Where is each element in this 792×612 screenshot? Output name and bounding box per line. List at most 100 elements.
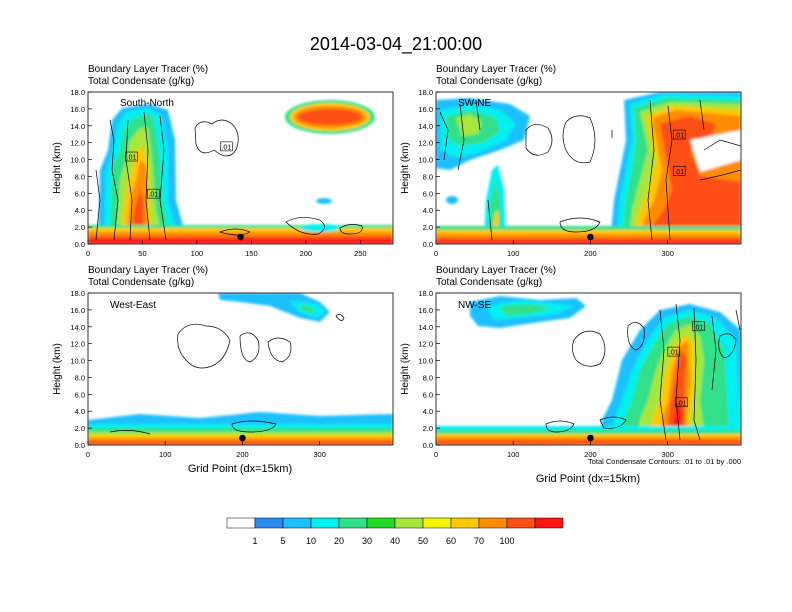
y-tick-label: 18.0 <box>70 88 85 97</box>
x-tick-label: 150 <box>245 249 258 258</box>
contour-label-box <box>147 188 160 199</box>
y-ticks: 0.0 2.0 4.0 6.0 8.0 10.0 12.0 14.0 16.0 18.0 <box>418 88 440 249</box>
contour-labels: .01 .01 .01 <box>125 141 233 199</box>
y-tick-label: 6.0 <box>75 390 85 399</box>
y-ticks: 0.0 2.0 4.0 6.0 8.0 10.0 12.0 14.0 16.0 18.0 <box>70 88 92 249</box>
y-tick-label: 0.0 <box>75 441 85 450</box>
x-ticks: 0 100 200 300 <box>86 441 326 459</box>
panel-label: SW-NE <box>458 98 491 109</box>
y-tick-label: 12.0 <box>418 139 433 148</box>
y-axis-label: Height (km) <box>52 142 63 194</box>
plot-frame <box>87 292 394 446</box>
figure-title: 2014-03-04_21:00:00 <box>310 34 482 55</box>
colorbar-label: 30 <box>362 536 372 546</box>
panel-title-line2: Total Condensate (g/kg) <box>88 76 194 87</box>
y-tick-label: 18.0 <box>418 88 433 97</box>
x-ticks: 0 50 100 150 200 250 <box>86 240 367 258</box>
x-axis-label: Grid Point (dx=15km) <box>188 463 292 475</box>
colorbar-swatch <box>422 517 452 529</box>
colorbar-swatch <box>310 517 340 529</box>
heatmap-field <box>436 92 741 244</box>
y-tick-label: 4.0 <box>75 407 85 416</box>
x-tick-label: 200 <box>584 450 597 459</box>
y-tick-label: 10.0 <box>70 156 85 165</box>
x-tick-label: 300 <box>313 450 326 459</box>
y-tick-label: 16.0 <box>418 105 433 114</box>
y-tick-label: 2.0 <box>75 424 85 433</box>
y-tick-label: 2.0 <box>423 223 433 232</box>
y-tick-label: 16.0 <box>70 105 85 114</box>
y-tick-label: 6.0 <box>423 189 433 198</box>
y-axis-label: Height (km) <box>400 343 411 395</box>
panel-title-line2: Total Condensate (g/kg) <box>436 76 542 87</box>
panel-sw-ne: Boundary Layer Tracer (%) Total Condensa… <box>400 64 742 258</box>
x-tick-label: 0 <box>86 450 90 459</box>
x-tick-label: 0 <box>86 249 90 258</box>
x-tick-label: 0 <box>434 450 438 459</box>
y-tick-label: 2.0 <box>423 424 433 433</box>
x-tick-label: 300 <box>661 450 674 459</box>
colorbar-label: 70 <box>474 536 484 546</box>
y-tick-label: 14.0 <box>70 122 85 131</box>
x-tick-label: 0 <box>434 249 438 258</box>
y-ticks: 0.0 2.0 4.0 6.0 8.0 10.0 12.0 14.0 16.0 18.0 <box>70 289 92 450</box>
colorbar-swatch <box>534 517 564 529</box>
contour-label: .01 <box>694 324 704 331</box>
y-tick-label: 18.0 <box>418 289 433 298</box>
panel-label: West-East <box>110 300 156 311</box>
colorbar-swatch <box>366 517 396 529</box>
y-tick-label: 8.0 <box>75 172 85 181</box>
x-tick-label: 200 <box>584 249 597 258</box>
colorbar-label: 100 <box>499 536 514 546</box>
heatmap-field <box>88 100 393 244</box>
colorbar-swatch <box>506 517 536 529</box>
y-tick-label: 0.0 <box>75 240 85 249</box>
contour-label-box <box>672 166 686 176</box>
y-tick-label: 18.0 <box>70 289 85 298</box>
panel-title-line1: Boundary Layer Tracer (%) <box>88 64 208 75</box>
contour-labels: .01 .01 .01 <box>667 321 705 408</box>
y-tick-label: 8.0 <box>423 373 433 382</box>
contour-label: .01 <box>674 169 684 176</box>
location-marker <box>587 233 594 241</box>
y-tick-label: 4.0 <box>423 407 433 416</box>
x-tick-label: 100 <box>191 249 204 258</box>
y-tick-label: 8.0 <box>423 172 433 181</box>
contour-label: .01 <box>674 133 684 140</box>
colorbar-swatch <box>338 517 368 529</box>
y-tick-label: 12.0 <box>70 139 85 148</box>
x-ticks: 0 100 200 300 <box>434 240 674 258</box>
colorbar-swatch <box>254 517 284 529</box>
y-tick-label: 10.0 <box>70 357 85 366</box>
panel-label: South-North <box>120 98 174 109</box>
panel-nw-se: Boundary Layer Tracer (%) Total Condensa… <box>400 265 742 485</box>
y-tick-label: 10.0 <box>418 156 433 165</box>
y-tick-label: 16.0 <box>70 306 85 315</box>
contour-label-box <box>675 397 688 408</box>
panel-title-line2: Total Condensate (g/kg) <box>88 277 194 288</box>
x-axis-label: Grid Point (dx=15km) <box>536 473 640 485</box>
y-ticks: 0.0 2.0 4.0 6.0 8.0 10.0 12.0 14.0 16.0 18.0 <box>418 289 440 450</box>
colorbar-label: 5 <box>280 536 285 546</box>
x-tick-label: 100 <box>507 249 520 258</box>
contour-label-box <box>125 151 138 162</box>
contour-label-box <box>692 321 705 332</box>
x-tick-label: 100 <box>507 450 520 459</box>
x-tick-label: 250 <box>354 249 367 258</box>
y-tick-label: 16.0 <box>418 306 433 315</box>
y-axis-label: Height (km) <box>400 142 411 194</box>
x-tick-label: 100 <box>159 450 172 459</box>
contour-label-box <box>672 129 686 140</box>
plot-frame <box>435 91 742 245</box>
panel-title-line1: Boundary Layer Tracer (%) <box>436 64 556 75</box>
contour-labels: .01 .01 <box>672 129 686 176</box>
colorbar-swatch <box>226 517 256 529</box>
panel-label: NW-SE <box>458 300 491 311</box>
panel-title-line1: Boundary Layer Tracer (%) <box>436 265 556 276</box>
contour-label: .01 <box>148 192 158 199</box>
y-tick-label: 14.0 <box>418 122 433 131</box>
colorbar-label: 10 <box>306 536 316 546</box>
panel-west-east: Boundary Layer Tracer (%) Total Condensa… <box>52 265 394 475</box>
location-marker <box>237 233 244 241</box>
